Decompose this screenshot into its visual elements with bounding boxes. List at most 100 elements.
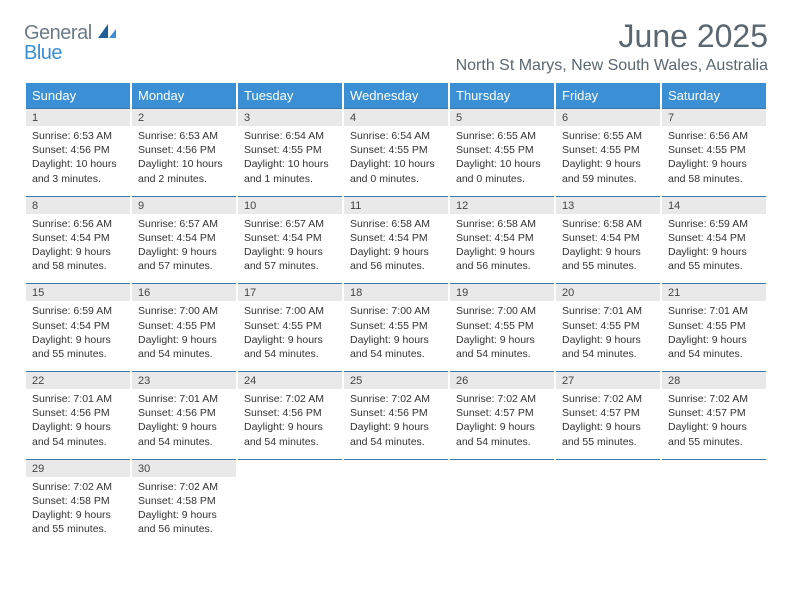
day-number: 8 — [26, 196, 130, 214]
day-number: 14 — [662, 196, 766, 214]
day-cell: Sunrise: 7:00 AMSunset: 4:55 PMDaylight:… — [450, 301, 554, 371]
sunrise-line: Sunrise: 6:58 AM — [350, 217, 442, 231]
weekday-header: Tuesday — [238, 83, 342, 108]
day-number: 22 — [26, 371, 130, 389]
empty-day-cell — [344, 477, 448, 547]
month-title: June 2025 — [456, 18, 768, 55]
sunrise-line: Sunrise: 7:00 AM — [244, 304, 336, 318]
sunset-line: Sunset: 4:56 PM — [32, 143, 124, 157]
day-cell: Sunrise: 7:00 AMSunset: 4:55 PMDaylight:… — [238, 301, 342, 371]
daylight-line: Daylight: 9 hours and 58 minutes. — [32, 245, 124, 273]
day-cell: Sunrise: 7:02 AMSunset: 4:58 PMDaylight:… — [26, 477, 130, 547]
day-number: 7 — [662, 108, 766, 126]
calendar-table: SundayMondayTuesdayWednesdayThursdayFrid… — [24, 83, 768, 546]
sunrise-line: Sunrise: 7:02 AM — [350, 392, 442, 406]
sunrise-line: Sunrise: 6:56 AM — [32, 217, 124, 231]
daylight-line: Daylight: 9 hours and 54 minutes. — [32, 420, 124, 448]
day-number: 5 — [450, 108, 554, 126]
empty-day-number — [662, 459, 766, 477]
empty-day-number — [344, 459, 448, 477]
logo-sail-icon — [96, 22, 118, 45]
daylight-line: Daylight: 9 hours and 59 minutes. — [562, 157, 654, 185]
daylight-line: Daylight: 9 hours and 55 minutes. — [562, 245, 654, 273]
sunset-line: Sunset: 4:54 PM — [668, 231, 760, 245]
sunrise-line: Sunrise: 6:55 AM — [562, 129, 654, 143]
sunrise-line: Sunrise: 7:00 AM — [350, 304, 442, 318]
sunrise-line: Sunrise: 6:55 AM — [456, 129, 548, 143]
header: General June 2025 North St Marys, New So… — [24, 18, 768, 75]
sunset-line: Sunset: 4:58 PM — [32, 494, 124, 508]
day-cell: Sunrise: 6:56 AMSunset: 4:55 PMDaylight:… — [662, 126, 766, 196]
sunset-line: Sunset: 4:57 PM — [562, 406, 654, 420]
sunrise-line: Sunrise: 6:53 AM — [138, 129, 230, 143]
weekday-header: Friday — [556, 83, 660, 108]
sunset-line: Sunset: 4:54 PM — [562, 231, 654, 245]
logo: General — [24, 18, 120, 45]
day-number: 15 — [26, 283, 130, 301]
sunset-line: Sunset: 4:55 PM — [244, 143, 336, 157]
daylight-line: Daylight: 9 hours and 54 minutes. — [562, 333, 654, 361]
daylight-line: Daylight: 9 hours and 54 minutes. — [350, 420, 442, 448]
sunrise-line: Sunrise: 7:00 AM — [138, 304, 230, 318]
day-number: 17 — [238, 283, 342, 301]
sunset-line: Sunset: 4:55 PM — [138, 319, 230, 333]
day-number: 19 — [450, 283, 554, 301]
day-cell: Sunrise: 6:55 AMSunset: 4:55 PMDaylight:… — [556, 126, 660, 196]
day-number: 29 — [26, 459, 130, 477]
sunset-line: Sunset: 4:54 PM — [32, 231, 124, 245]
weekday-header: Saturday — [662, 83, 766, 108]
day-number-row: 2930 — [26, 459, 766, 477]
weekday-header-row: SundayMondayTuesdayWednesdayThursdayFrid… — [26, 83, 766, 108]
sunset-line: Sunset: 4:54 PM — [350, 231, 442, 245]
day-cell: Sunrise: 7:02 AMSunset: 4:56 PMDaylight:… — [344, 389, 448, 459]
day-cell: Sunrise: 6:59 AMSunset: 4:54 PMDaylight:… — [662, 214, 766, 284]
sunset-line: Sunset: 4:55 PM — [350, 143, 442, 157]
sunset-line: Sunset: 4:55 PM — [668, 319, 760, 333]
day-number: 25 — [344, 371, 448, 389]
day-number: 10 — [238, 196, 342, 214]
day-number: 2 — [132, 108, 236, 126]
day-number: 9 — [132, 196, 236, 214]
sunrise-line: Sunrise: 6:53 AM — [32, 129, 124, 143]
sunrise-line: Sunrise: 6:54 AM — [244, 129, 336, 143]
sunset-line: Sunset: 4:56 PM — [350, 406, 442, 420]
empty-day-number — [238, 459, 342, 477]
day-cell: Sunrise: 6:59 AMSunset: 4:54 PMDaylight:… — [26, 301, 130, 371]
day-cell: Sunrise: 6:56 AMSunset: 4:54 PMDaylight:… — [26, 214, 130, 284]
daylight-line: Daylight: 9 hours and 54 minutes. — [138, 333, 230, 361]
daylight-line: Daylight: 9 hours and 57 minutes. — [244, 245, 336, 273]
daylight-line: Daylight: 9 hours and 57 minutes. — [138, 245, 230, 273]
sunrise-line: Sunrise: 6:54 AM — [350, 129, 442, 143]
sunrise-line: Sunrise: 7:02 AM — [562, 392, 654, 406]
day-cell: Sunrise: 7:02 AMSunset: 4:57 PMDaylight:… — [450, 389, 554, 459]
sunrise-line: Sunrise: 6:59 AM — [668, 217, 760, 231]
daylight-line: Daylight: 9 hours and 54 minutes. — [138, 420, 230, 448]
sunset-line: Sunset: 4:55 PM — [562, 143, 654, 157]
sunset-line: Sunset: 4:56 PM — [138, 406, 230, 420]
sunset-line: Sunset: 4:54 PM — [32, 319, 124, 333]
sunset-line: Sunset: 4:56 PM — [244, 406, 336, 420]
day-number: 23 — [132, 371, 236, 389]
sunrise-line: Sunrise: 7:02 AM — [244, 392, 336, 406]
day-cell: Sunrise: 6:58 AMSunset: 4:54 PMDaylight:… — [344, 214, 448, 284]
sunset-line: Sunset: 4:55 PM — [456, 319, 548, 333]
sunrise-line: Sunrise: 6:57 AM — [138, 217, 230, 231]
day-cell: Sunrise: 7:01 AMSunset: 4:55 PMDaylight:… — [556, 301, 660, 371]
sunrise-line: Sunrise: 7:01 AM — [32, 392, 124, 406]
day-content-row: Sunrise: 6:53 AMSunset: 4:56 PMDaylight:… — [26, 126, 766, 196]
day-cell: Sunrise: 6:58 AMSunset: 4:54 PMDaylight:… — [556, 214, 660, 284]
day-number: 30 — [132, 459, 236, 477]
day-cell: Sunrise: 7:01 AMSunset: 4:56 PMDaylight:… — [26, 389, 130, 459]
day-number: 20 — [556, 283, 660, 301]
empty-day-number — [556, 459, 660, 477]
daylight-line: Daylight: 9 hours and 54 minutes. — [456, 333, 548, 361]
daylight-line: Daylight: 9 hours and 54 minutes. — [244, 420, 336, 448]
daylight-line: Daylight: 9 hours and 55 minutes. — [668, 420, 760, 448]
day-cell: Sunrise: 7:02 AMSunset: 4:58 PMDaylight:… — [132, 477, 236, 547]
day-cell: Sunrise: 6:54 AMSunset: 4:55 PMDaylight:… — [344, 126, 448, 196]
daylight-line: Daylight: 9 hours and 54 minutes. — [350, 333, 442, 361]
daylight-line: Daylight: 9 hours and 55 minutes. — [32, 333, 124, 361]
day-number-row: 22232425262728 — [26, 371, 766, 389]
daylight-line: Daylight: 9 hours and 54 minutes. — [244, 333, 336, 361]
day-number: 28 — [662, 371, 766, 389]
